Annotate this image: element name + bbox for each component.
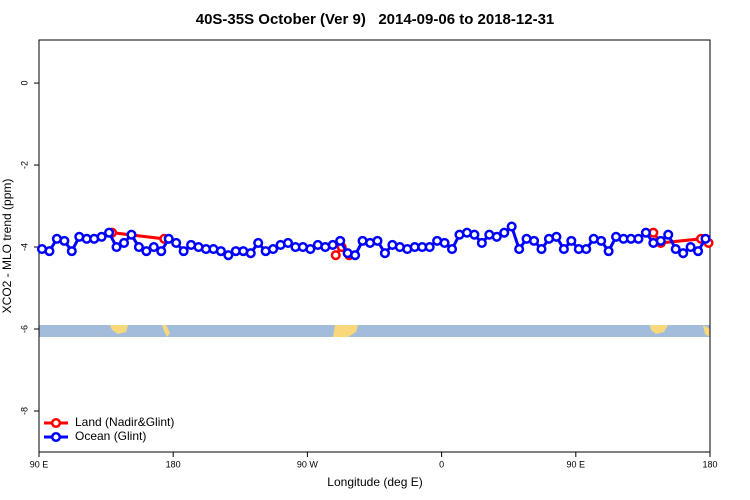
- x-tick-label: 90 W: [297, 459, 319, 469]
- data-point: [424, 241, 435, 253]
- data-point: [506, 221, 517, 232]
- data-point: [596, 235, 607, 246]
- land-shape: [650, 325, 668, 334]
- data-point: [327, 239, 338, 251]
- data-point: [350, 250, 361, 261]
- data-point: [268, 244, 279, 255]
- map-band: [39, 325, 710, 337]
- ocean-band: [39, 325, 710, 337]
- land-shape: [162, 325, 170, 337]
- data-point: [59, 235, 70, 246]
- x-tick-label: 90 E: [567, 459, 586, 469]
- data-point: [133, 241, 144, 253]
- data-point: [111, 241, 122, 253]
- data-point: [379, 248, 390, 259]
- x-tick-label: 90 E: [30, 459, 49, 469]
- data-point: [96, 231, 107, 242]
- data-point: [66, 246, 77, 257]
- data-point: [536, 244, 547, 255]
- data-point: [104, 227, 115, 238]
- data-point: [335, 235, 346, 246]
- data-point: [558, 244, 569, 255]
- data-point: [640, 227, 651, 238]
- legend-marker: [50, 417, 62, 429]
- series-line: [111, 231, 165, 241]
- x-tick-label: 0: [439, 459, 444, 469]
- data-point: [118, 237, 130, 248]
- data-point: [499, 227, 510, 238]
- x-tick-label: 180: [702, 459, 717, 469]
- y-tick-label: -2: [19, 161, 29, 169]
- data-point: [469, 229, 480, 240]
- data-point: [372, 235, 383, 246]
- data-point: [670, 244, 681, 255]
- data-point: [491, 231, 502, 242]
- legend-label: Land (Nadir&Glint): [75, 415, 174, 429]
- data-point: [223, 250, 234, 261]
- data-point: [446, 244, 458, 255]
- data-point: [305, 244, 316, 255]
- data-point: [581, 244, 592, 255]
- data-point: [330, 250, 341, 261]
- land-shape: [333, 325, 358, 337]
- y-tick-label: -6: [19, 325, 29, 333]
- data-point: [156, 246, 167, 257]
- data-point: [514, 244, 525, 255]
- legend-label: Ocean (Glint): [75, 429, 146, 443]
- data-point: [245, 248, 256, 259]
- data-point: [215, 246, 226, 257]
- data-point: [528, 235, 540, 246]
- data-point: [603, 246, 614, 257]
- data-point: [693, 246, 704, 257]
- data-point: [566, 235, 577, 246]
- y-tick-label: -8: [19, 407, 29, 415]
- data-point: [476, 237, 487, 248]
- chart-title: 40S-35S October (Ver 9) 2014-09-06 to 20…: [196, 11, 555, 28]
- data-point: [700, 233, 711, 244]
- data-point: [655, 235, 666, 246]
- data-point: [253, 237, 264, 248]
- data-point: [171, 237, 182, 248]
- x-tick-label: 180: [166, 459, 181, 469]
- data-point: [178, 246, 189, 257]
- data-point: [282, 237, 294, 248]
- data-point: [551, 231, 562, 242]
- data-point: [439, 237, 450, 248]
- data-point: [685, 241, 696, 253]
- y-axis-label: XCO2 - MLO trend (ppm): [0, 179, 14, 314]
- land-shape: [703, 325, 710, 337]
- data-point: [163, 233, 174, 244]
- data-point: [678, 248, 689, 259]
- land-shape: [110, 325, 128, 334]
- data-point: [141, 246, 152, 257]
- data-point: [663, 229, 674, 240]
- x-axis-label: Longitude (deg E): [327, 475, 422, 489]
- y-tick-label: -4: [19, 243, 29, 251]
- data-point: [148, 241, 159, 253]
- data-point: [126, 229, 137, 240]
- data-point: [633, 233, 644, 244]
- y-tick-label: 0: [19, 81, 29, 86]
- legend-marker: [50, 431, 62, 443]
- data-point: [44, 246, 55, 257]
